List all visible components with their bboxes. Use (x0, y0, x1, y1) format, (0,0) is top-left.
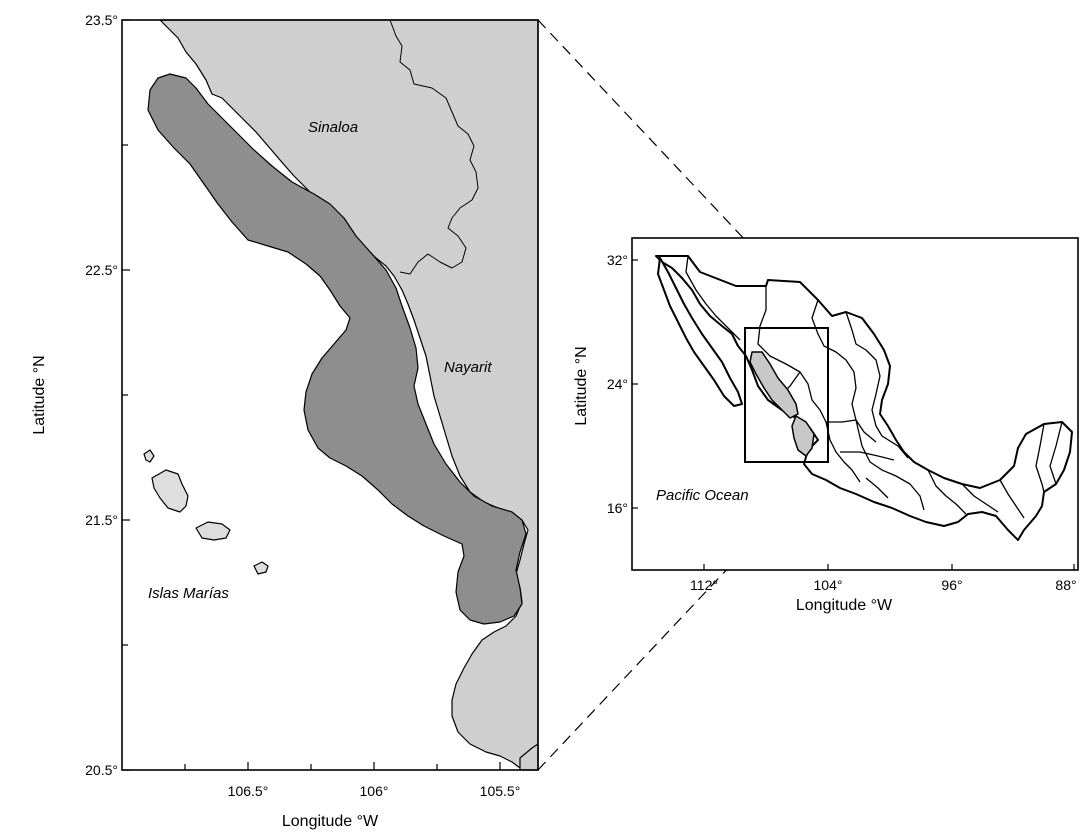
inset-y-tick-label: 16° (607, 500, 628, 516)
main-map: 23.5° 22.5° 21.5° 20.5° 106.5° 106° 105.… (31, 12, 539, 830)
state-border-sinaloa-nayarit (389, 19, 479, 275)
state-borders (685, 255, 1063, 519)
main-y-axis-label: Latitude °N (31, 355, 48, 434)
main-x-axis-label: Longitude °W (282, 813, 379, 830)
baja-california (657, 257, 743, 407)
main-x-tick-label: 106.5° (228, 783, 269, 799)
label-pacific-ocean: Pacific Ocean (656, 487, 749, 504)
main-y-tick-label: 20.5° (85, 762, 118, 778)
inset-map-frame (631, 237, 1079, 571)
island-maria-madre (151, 469, 189, 513)
inset-y-ticks: 32° 24° 16° (607, 252, 638, 516)
inset-map: 32° 24° 16° 112° 104° 96° 88° Longitude … (573, 237, 1079, 614)
inset-y-tick-label: 24° (607, 376, 628, 392)
highlighted-nayarit (791, 415, 815, 457)
inset-x-tick-label: 96° (941, 577, 962, 593)
inset-x-ticks: 112° 104° 96° 88° (690, 564, 1077, 593)
main-map-x-ticks: 106.5° 106° 105.5° (184, 762, 521, 799)
label-nayarit: Nayarit (444, 359, 492, 376)
inset-y-axis-label: Latitude °N (573, 346, 590, 425)
inset-y-tick-label: 32° (607, 252, 628, 268)
label-sinaloa: Sinaloa (308, 119, 358, 136)
main-y-tick-label: 23.5° (85, 12, 118, 28)
island-maria-cleofas (253, 561, 269, 575)
inset-x-tick-label: 88° (1055, 577, 1076, 593)
main-map-y-ticks: 23.5° 22.5° 21.5° 20.5° (85, 12, 130, 778)
highlighted-sinaloa (749, 351, 799, 419)
label-islas-marias: Islas Marías (148, 585, 229, 602)
study-area-box (744, 327, 829, 463)
mainland-sinaloa-nayarit (159, 19, 539, 771)
island-san-juanito (143, 449, 155, 463)
main-y-tick-label: 21.5° (85, 512, 118, 528)
inset-x-tick-label: 112° (690, 577, 718, 593)
inset-x-tick-label: 104° (814, 577, 843, 593)
inset-x-axis-label: Longitude °W (796, 597, 893, 614)
main-y-tick-label: 22.5° (85, 262, 118, 278)
main-x-tick-label: 105.5° (480, 783, 521, 799)
island-maria-magdalena (195, 521, 231, 541)
main-x-tick-label: 106° (360, 783, 389, 799)
study-area-shelf (147, 73, 527, 625)
